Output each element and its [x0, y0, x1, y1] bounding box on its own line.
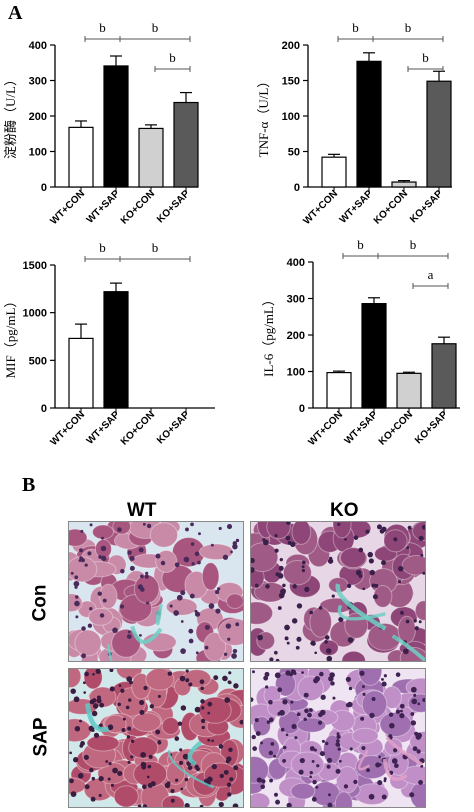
significance-label: b	[410, 237, 417, 252]
significance-label: b	[405, 20, 412, 35]
x-tick-label: KO+CON	[119, 188, 157, 226]
bar	[68, 337, 94, 409]
bar	[103, 291, 129, 409]
significance-label: b	[352, 20, 359, 35]
x-tick-label: WT+CON	[302, 188, 341, 227]
significance-label: b	[152, 20, 159, 35]
y-axis-label: TNF-α（U/L）	[256, 75, 271, 158]
ko-sap-image-cells	[251, 669, 425, 807]
wt-sap-image-cells	[69, 669, 243, 807]
significance-bracket: b	[342, 237, 379, 259]
y-axis-label: IL-6（pg/mL）	[261, 293, 276, 377]
y-tick-label: 400	[29, 40, 47, 52]
y-axis-label: 淀粉酶（U/L）	[3, 73, 18, 159]
x-tick-label: KO+SAP	[155, 188, 192, 225]
significance-bracket: b	[119, 20, 191, 42]
bar	[431, 343, 457, 409]
bar	[103, 65, 129, 188]
significance-bracket: b	[154, 50, 191, 72]
y-tick-label: 0	[41, 182, 47, 194]
bar	[391, 181, 417, 188]
significance-bracket: b	[407, 50, 444, 72]
y-tick-label: 200	[29, 111, 47, 123]
significance-bracket: b	[377, 237, 449, 259]
y-tick-label: 1000	[23, 308, 47, 320]
x-tick-label: KO+SAP	[408, 188, 445, 225]
significance-bracket: b	[119, 240, 191, 262]
significance-label: b	[357, 237, 364, 252]
column-label-wt: WT	[127, 500, 157, 521]
x-tick-label: KO+CON	[372, 188, 410, 226]
bar	[326, 371, 352, 409]
bar	[426, 80, 452, 188]
x-tick-label: WT+CON	[49, 188, 88, 227]
bar	[321, 156, 347, 188]
column-label-ko: KO	[330, 500, 359, 521]
significance-label: b	[99, 20, 106, 35]
y-tick-label: 300	[29, 76, 47, 88]
y-tick-label: 1500	[23, 260, 47, 272]
y-tick-label: 100	[29, 147, 47, 159]
bar	[356, 60, 382, 188]
significance-label: b	[422, 50, 429, 65]
bar	[68, 126, 94, 188]
bar	[138, 127, 164, 188]
x-tick-label: KO+CON	[119, 409, 157, 447]
micrograph-ko-con	[250, 521, 426, 662]
y-tick-label: 150	[282, 76, 300, 88]
x-tick-label: WT+SAP	[85, 188, 123, 226]
x-tick-label: WT+SAP	[338, 188, 376, 226]
y-tick-label: 100	[282, 111, 300, 123]
y-tick-label: 200	[287, 330, 305, 342]
y-tick-label: 0	[299, 403, 305, 415]
y-tick-label: 300	[287, 294, 305, 306]
x-tick-label: WT+CON	[49, 409, 88, 448]
panel-label-b: B	[22, 474, 36, 496]
panel-label-a: A	[8, 2, 23, 24]
bar	[396, 372, 422, 409]
x-tick-label: KO+CON	[377, 409, 415, 447]
micrograph-wt-con	[68, 521, 244, 662]
wt-con-image-cells	[69, 522, 243, 661]
significance-bracket: b	[337, 20, 374, 42]
y-tick-label: 100	[287, 367, 305, 379]
significance-bracket: b	[372, 20, 444, 42]
y-axis-label: MIF（pg/mL）	[3, 295, 18, 379]
y-tick-label: 0	[41, 403, 47, 415]
significance-label: b	[99, 240, 106, 255]
significance-bracket: b	[84, 240, 121, 262]
row-label-sap: SAP	[30, 717, 52, 757]
x-tick-label: KO+SAP	[155, 409, 192, 446]
micrograph-wt-sap	[68, 668, 244, 808]
x-tick-label: WT+SAP	[343, 409, 381, 447]
y-tick-label: 0	[294, 182, 300, 194]
bar	[173, 101, 199, 188]
significance-label: b	[169, 50, 176, 65]
micrograph-ko-sap	[250, 668, 426, 808]
row-label-con: Con	[29, 584, 51, 622]
x-tick-label: WT+CON	[307, 409, 346, 448]
y-tick-label: 50	[288, 147, 300, 159]
ko-con-image-cells	[251, 522, 425, 661]
significance-label: b	[152, 240, 159, 255]
y-tick-label: 500	[29, 355, 47, 367]
x-tick-label: KO+SAP	[413, 409, 450, 446]
x-tick-label: WT+SAP	[85, 409, 123, 447]
y-tick-label: 200	[282, 40, 300, 52]
bar	[361, 303, 387, 409]
significance-label: a	[428, 267, 434, 282]
significance-bracket: a	[412, 267, 449, 289]
significance-bracket: b	[84, 20, 121, 42]
y-tick-label: 400	[287, 257, 305, 269]
